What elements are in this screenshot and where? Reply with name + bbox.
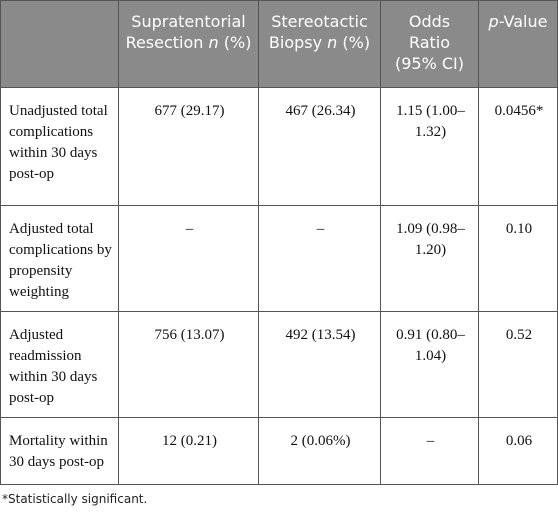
header-text: Odds Ratio (95% CI) bbox=[394, 12, 465, 73]
table-row: Adjusted readmission within 30 days post… bbox=[0, 311, 558, 418]
row-label: Adjusted total complications by propensi… bbox=[0, 205, 119, 312]
header-text: p bbox=[488, 12, 499, 31]
row-label: Mortality within 30 days post-op bbox=[0, 417, 119, 485]
value-cell: 12 (0.21) bbox=[118, 417, 259, 485]
table-row: Mortality within 30 days post-op 12 (0.21… bbox=[0, 417, 558, 485]
value-cell: – bbox=[118, 205, 259, 312]
data-table: Supratentorial Resection n (%) Stereotact… bbox=[0, 0, 558, 485]
value-cell: 0.06 bbox=[478, 417, 558, 485]
header-cell: Supratentorial Resection n (%) bbox=[118, 0, 259, 88]
header-row: Supratentorial Resection n (%) Stereotact… bbox=[0, 0, 558, 88]
header-cell: Odds Ratio (95% CI) bbox=[380, 0, 479, 88]
value-cell: 677 (29.17) bbox=[118, 87, 259, 206]
header-text: n bbox=[208, 33, 219, 52]
header-cell: p-Value bbox=[478, 0, 558, 88]
footnote: *Statistically significant. bbox=[2, 492, 148, 506]
row-label: Unadjusted total complications within 30… bbox=[0, 87, 119, 206]
value-cell: 492 (13.54) bbox=[258, 311, 381, 418]
value-cell: 756 (13.07) bbox=[118, 311, 259, 418]
header-cell bbox=[0, 0, 119, 88]
header-text: (%) bbox=[218, 33, 252, 52]
value-cell: – bbox=[258, 205, 381, 312]
table-row: Adjusted total complications by propensi… bbox=[0, 205, 558, 312]
value-cell: 1.09 (0.98–1.20) bbox=[380, 205, 479, 312]
value-cell: 0.10 bbox=[478, 205, 558, 312]
header-text: n bbox=[327, 33, 338, 52]
table-body: Unadjusted total complications within 30… bbox=[0, 87, 558, 485]
table-row: Unadjusted total complications within 30… bbox=[0, 87, 558, 206]
header-cell: Stereotactic Biopsy n (%) bbox=[258, 0, 381, 88]
value-cell: 0.91 (0.80–1.04) bbox=[380, 311, 479, 418]
value-cell: 1.15 (1.00–1.32) bbox=[380, 87, 479, 206]
header-text: -Value bbox=[498, 12, 548, 31]
value-cell: 0.52 bbox=[478, 311, 558, 418]
header-text: Supratentorial Resection bbox=[125, 12, 246, 52]
header-text: (%) bbox=[337, 33, 371, 52]
value-cell: – bbox=[380, 417, 479, 485]
header-text: Stereotactic Biopsy bbox=[268, 12, 368, 52]
value-cell: 2 (0.06%) bbox=[258, 417, 381, 485]
value-cell: 0.0456* bbox=[478, 87, 558, 206]
value-cell: 467 (26.34) bbox=[258, 87, 381, 206]
row-label: Adjusted readmission within 30 days post… bbox=[0, 311, 119, 418]
